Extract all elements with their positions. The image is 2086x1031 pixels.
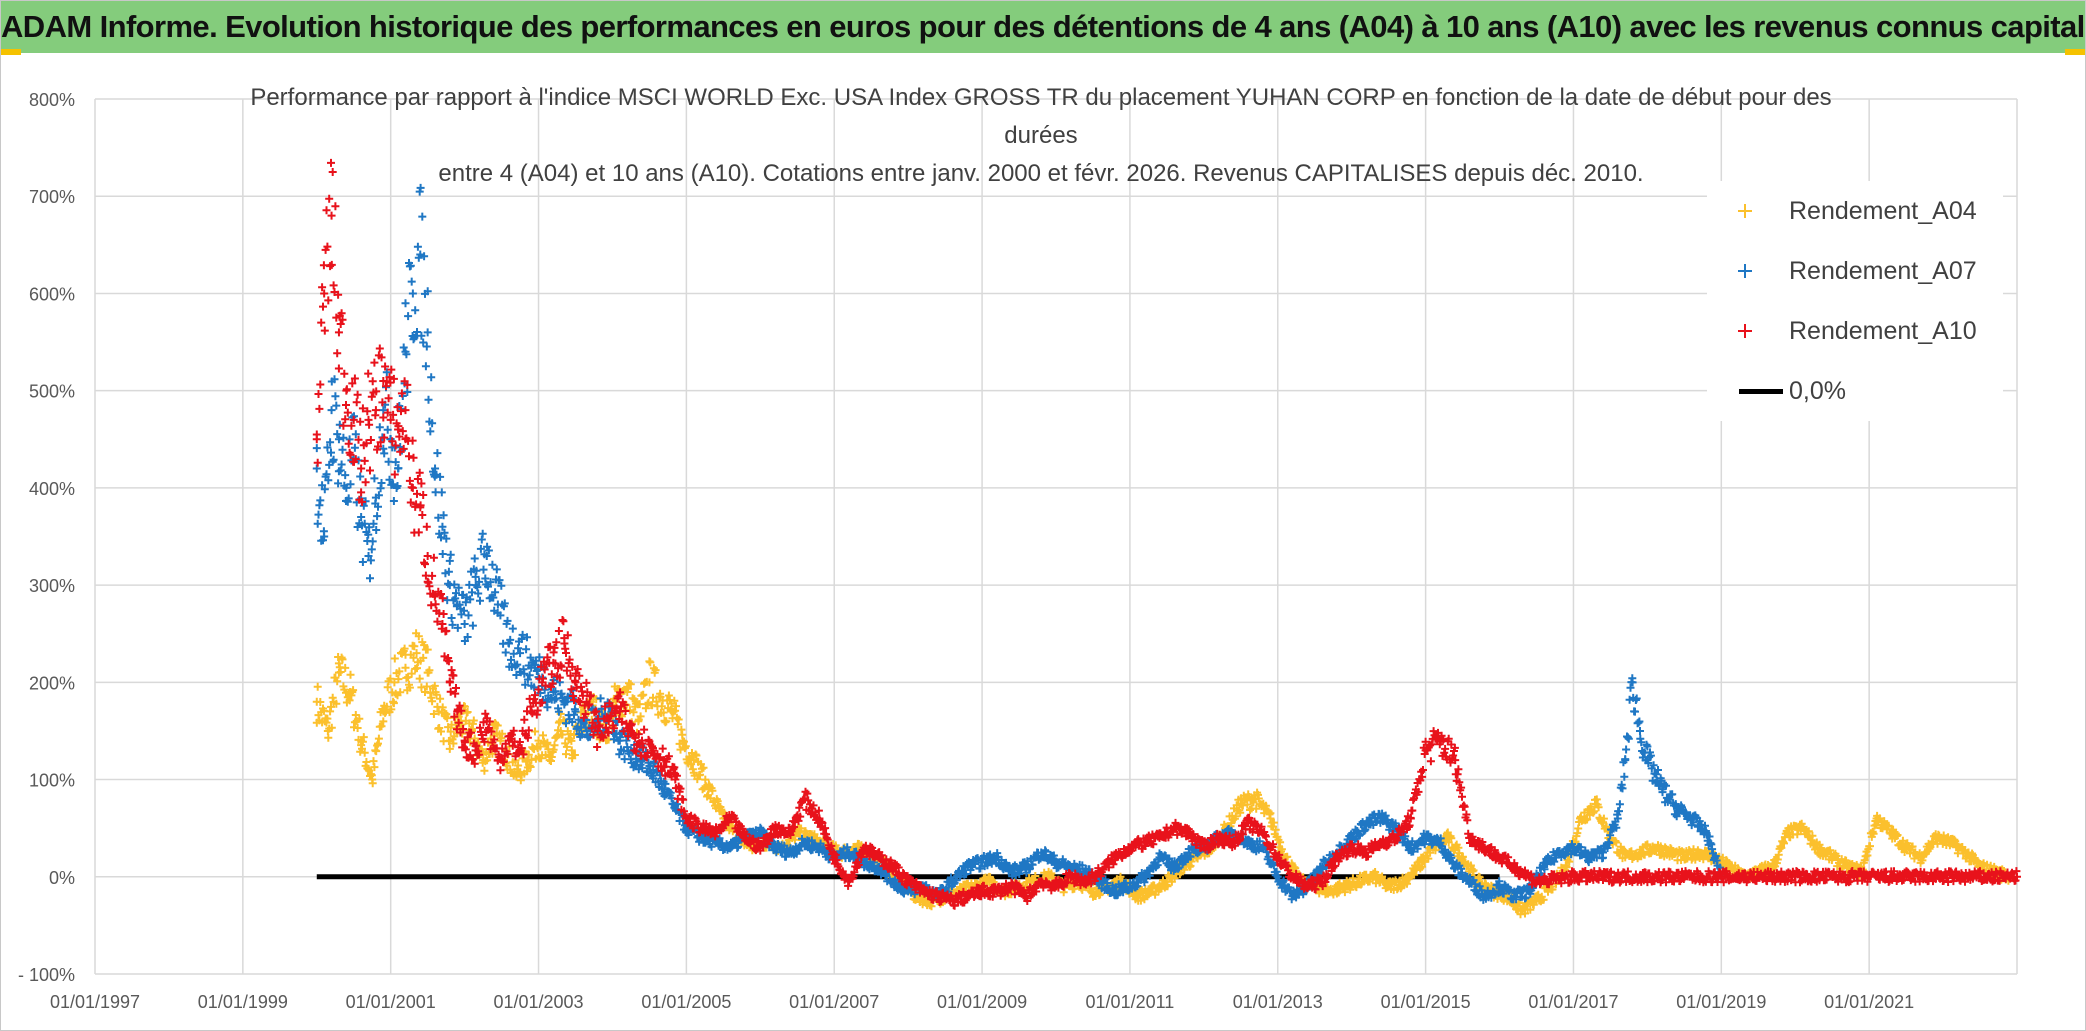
x-tick-label: 01/01/2003 xyxy=(493,992,583,1012)
chart-title-line-1: Performance par rapport à l'indice MSCI … xyxy=(250,84,1832,111)
series-scatter-cloud xyxy=(312,158,2021,910)
data-point xyxy=(320,289,329,298)
x-tick-label: 01/01/2007 xyxy=(789,992,879,1012)
legend-label-a04: Rendement_A04 xyxy=(1789,197,1977,225)
series-scatter-cloud xyxy=(312,183,1725,904)
chart-title: Performance par rapport à l'indice MSCI … xyxy=(216,79,1866,193)
data-point xyxy=(412,649,421,658)
x-tick-label: 01/01/1999 xyxy=(198,992,288,1012)
data-point xyxy=(357,464,366,473)
data-point xyxy=(460,620,469,628)
legend-item-a10[interactable]: Rendement_A10 xyxy=(1707,311,2003,351)
y-tick-label: 600% xyxy=(29,284,75,304)
data-point xyxy=(357,513,366,522)
legend-item-zero[interactable]: 0,0% xyxy=(1707,371,2003,411)
y-tick-label: 500% xyxy=(29,382,75,402)
data-point xyxy=(386,415,395,424)
y-tick-label: 0% xyxy=(49,868,75,888)
report-banner: ADAM Informe. Evolution historique des p… xyxy=(1,1,2085,53)
legend-item-a04[interactable]: Rendement_A04 xyxy=(1707,191,2003,231)
data-point xyxy=(349,415,358,424)
banner-accent-left xyxy=(1,49,21,55)
series-rendement_a10 xyxy=(312,158,2021,910)
x-tick-label: 01/01/2015 xyxy=(1381,992,1471,1012)
plus-marker-icon xyxy=(1738,264,1752,278)
data-point xyxy=(334,328,343,337)
x-tick-label: 01/01/2001 xyxy=(346,992,436,1012)
y-tick-label: 100% xyxy=(29,771,75,791)
data-point xyxy=(423,328,432,337)
chart-title-line-3: entre 4 (A04) et 10 ans (A10). Cotations… xyxy=(438,160,1644,187)
data-point xyxy=(379,406,388,415)
data-point xyxy=(327,406,336,415)
chart-title-line-2: durées xyxy=(1004,122,1078,149)
data-point xyxy=(334,435,343,444)
x-tick-label: 01/01/2021 xyxy=(1824,992,1914,1012)
series-rendement_a07 xyxy=(312,183,1726,904)
plus-marker-icon xyxy=(1738,324,1752,338)
data-point xyxy=(567,746,576,755)
y-tick-label: 700% xyxy=(29,187,75,207)
data-point xyxy=(423,551,432,560)
line-marker-icon xyxy=(1739,389,1783,394)
x-tick-label: 01/01/2005 xyxy=(641,992,731,1012)
y-tick-label: 400% xyxy=(29,479,75,499)
x-tick-label: 01/01/2017 xyxy=(1528,992,1618,1012)
legend-item-a07[interactable]: Rendement_A07 xyxy=(1707,251,2003,291)
data-point xyxy=(401,663,410,672)
data-point xyxy=(408,289,417,298)
x-tick-label: 01/01/1997 xyxy=(50,992,140,1012)
data-point xyxy=(327,211,336,220)
x-tick-label: 01/01/2013 xyxy=(1233,992,1323,1012)
legend-label-a10: Rendement_A10 xyxy=(1789,317,1977,345)
x-tick-label: 01/01/2019 xyxy=(1676,992,1766,1012)
banner-accent-right xyxy=(2065,49,2085,55)
data-point xyxy=(364,551,373,560)
y-tick-label: 200% xyxy=(29,673,75,693)
data-point xyxy=(438,522,447,531)
y-tick-label: - 100% xyxy=(18,965,75,985)
y-tick-label: 800% xyxy=(29,90,75,110)
data-point xyxy=(1635,726,1644,735)
x-tick-label: 01/01/2011 xyxy=(1086,992,1175,1012)
legend-label-a07: Rendement_A07 xyxy=(1789,257,1977,285)
legend-label-zero: 0,0% xyxy=(1789,377,1846,405)
chart-legend: Rendement_A04 Rendement_A07 Rendement_A1… xyxy=(1707,181,2003,421)
y-tick-label: 300% xyxy=(29,576,75,596)
plus-marker-icon xyxy=(1738,204,1752,218)
x-tick-label: 01/01/2009 xyxy=(937,992,1027,1012)
